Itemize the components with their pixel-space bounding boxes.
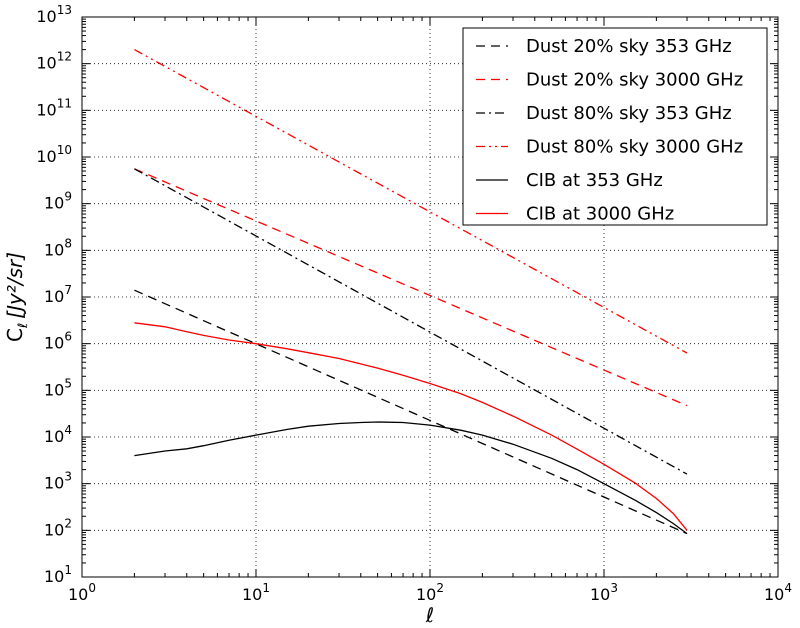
y-tick-base: 10 — [36, 54, 56, 73]
x-tick-label: 100 — [68, 581, 96, 604]
y-tick-exponent: 8 — [64, 236, 72, 250]
y-tick-exponent: 1 — [64, 563, 72, 577]
y-tick-exponent: 10 — [57, 143, 72, 157]
y-tick-label: 105 — [44, 376, 72, 399]
x-tick-label: 104 — [764, 581, 792, 604]
legend-label-1: Dust 20% sky 3000 GHz — [526, 70, 743, 91]
y-tick-base: 10 — [36, 147, 56, 166]
x-tick-base: 10 — [764, 585, 784, 604]
x-tick-exponent: 0 — [88, 581, 96, 595]
x-tick-exponent: 4 — [784, 581, 792, 595]
y-tick-exponent: 5 — [64, 376, 72, 390]
legend-label-3: Dust 80% sky 3000 GHz — [526, 137, 743, 158]
x-tick-label: 103 — [590, 581, 618, 604]
y-axis-label-symbol: C — [3, 328, 27, 342]
y-tick-label: 104 — [44, 423, 72, 446]
series-line-1 — [134, 168, 688, 407]
y-tick-label: 1013 — [36, 3, 72, 26]
x-tick-exponent: 2 — [436, 581, 444, 595]
y-tick-label: 106 — [44, 330, 72, 353]
legend-label-2: Dust 80% sky 353 GHz — [526, 103, 732, 124]
y-tick-label: 1011 — [36, 96, 72, 119]
y-tick-base: 10 — [44, 474, 64, 493]
y-tick-exponent: 3 — [64, 470, 72, 484]
legend: Dust 20% sky 353 GHz Dust 20% sky 3000 GH… — [462, 27, 768, 226]
y-tick-base: 10 — [44, 287, 64, 306]
axis-labels: ℓ Cℓ [Jy²/sr] — [3, 252, 434, 627]
y-tick-label: 1012 — [36, 50, 72, 73]
y-tick-exponent: 7 — [64, 283, 72, 297]
y-tick-label: 103 — [44, 470, 72, 493]
x-tick-base: 10 — [68, 585, 88, 604]
y-tick-label: 102 — [44, 516, 72, 539]
y-tick-label: 101 — [44, 563, 72, 586]
y-tick-base: 10 — [44, 240, 64, 259]
series-line-5 — [134, 322, 688, 531]
y-tick-exponent: 11 — [57, 96, 72, 110]
tick-labels: 100 101 102 103 1041011021031041051061071081… — [36, 3, 792, 604]
y-tick-base: 10 — [36, 100, 56, 119]
series-line-2 — [134, 168, 688, 475]
tick-marks — [81, 16, 779, 578]
x-tick-exponent: 3 — [610, 581, 618, 595]
y-tick-exponent: 9 — [64, 190, 72, 204]
x-tick-label: 101 — [242, 581, 270, 604]
legend-label-0: Dust 20% sky 353 GHz — [526, 36, 732, 57]
x-axis-label: ℓ — [425, 603, 434, 627]
y-tick-base: 10 — [44, 194, 64, 213]
x-tick-base: 10 — [242, 585, 262, 604]
y-tick-exponent: 13 — [57, 3, 72, 17]
legend-box — [462, 27, 768, 226]
series-lines — [134, 49, 688, 535]
x-tick-base: 10 — [590, 585, 610, 604]
y-tick-base: 10 — [44, 334, 64, 353]
series-line-0 — [134, 289, 688, 535]
y-tick-label: 109 — [44, 190, 72, 213]
y-tick-exponent: 2 — [64, 516, 72, 530]
y-tick-label: 1010 — [36, 143, 72, 166]
y-axis-label-subscript: ℓ — [16, 323, 31, 329]
legend-label-5: CIB at 3000 GHz — [526, 204, 674, 225]
legend-label-4: CIB at 353 GHz — [526, 170, 663, 191]
y-tick-exponent: 6 — [64, 330, 72, 344]
y-tick-base: 10 — [44, 520, 64, 539]
y-axis-label-units: [Jy²/sr] — [3, 252, 27, 319]
y-tick-exponent: 12 — [57, 50, 72, 64]
x-tick-base: 10 — [416, 585, 436, 604]
x-tick-exponent: 1 — [262, 581, 270, 595]
series-line-4 — [134, 421, 688, 535]
y-tick-base: 10 — [36, 7, 56, 26]
y-tick-base: 10 — [44, 380, 64, 399]
x-tick-label: 102 — [416, 581, 444, 604]
y-tick-base: 10 — [44, 427, 64, 446]
series-line-3 — [134, 49, 688, 354]
y-tick-base: 10 — [44, 567, 64, 586]
y-tick-exponent: 4 — [64, 423, 72, 437]
y-tick-label: 108 — [44, 236, 72, 259]
y-tick-label: 107 — [44, 283, 72, 306]
y-axis-label: Cℓ [Jy²/sr] — [3, 252, 31, 342]
